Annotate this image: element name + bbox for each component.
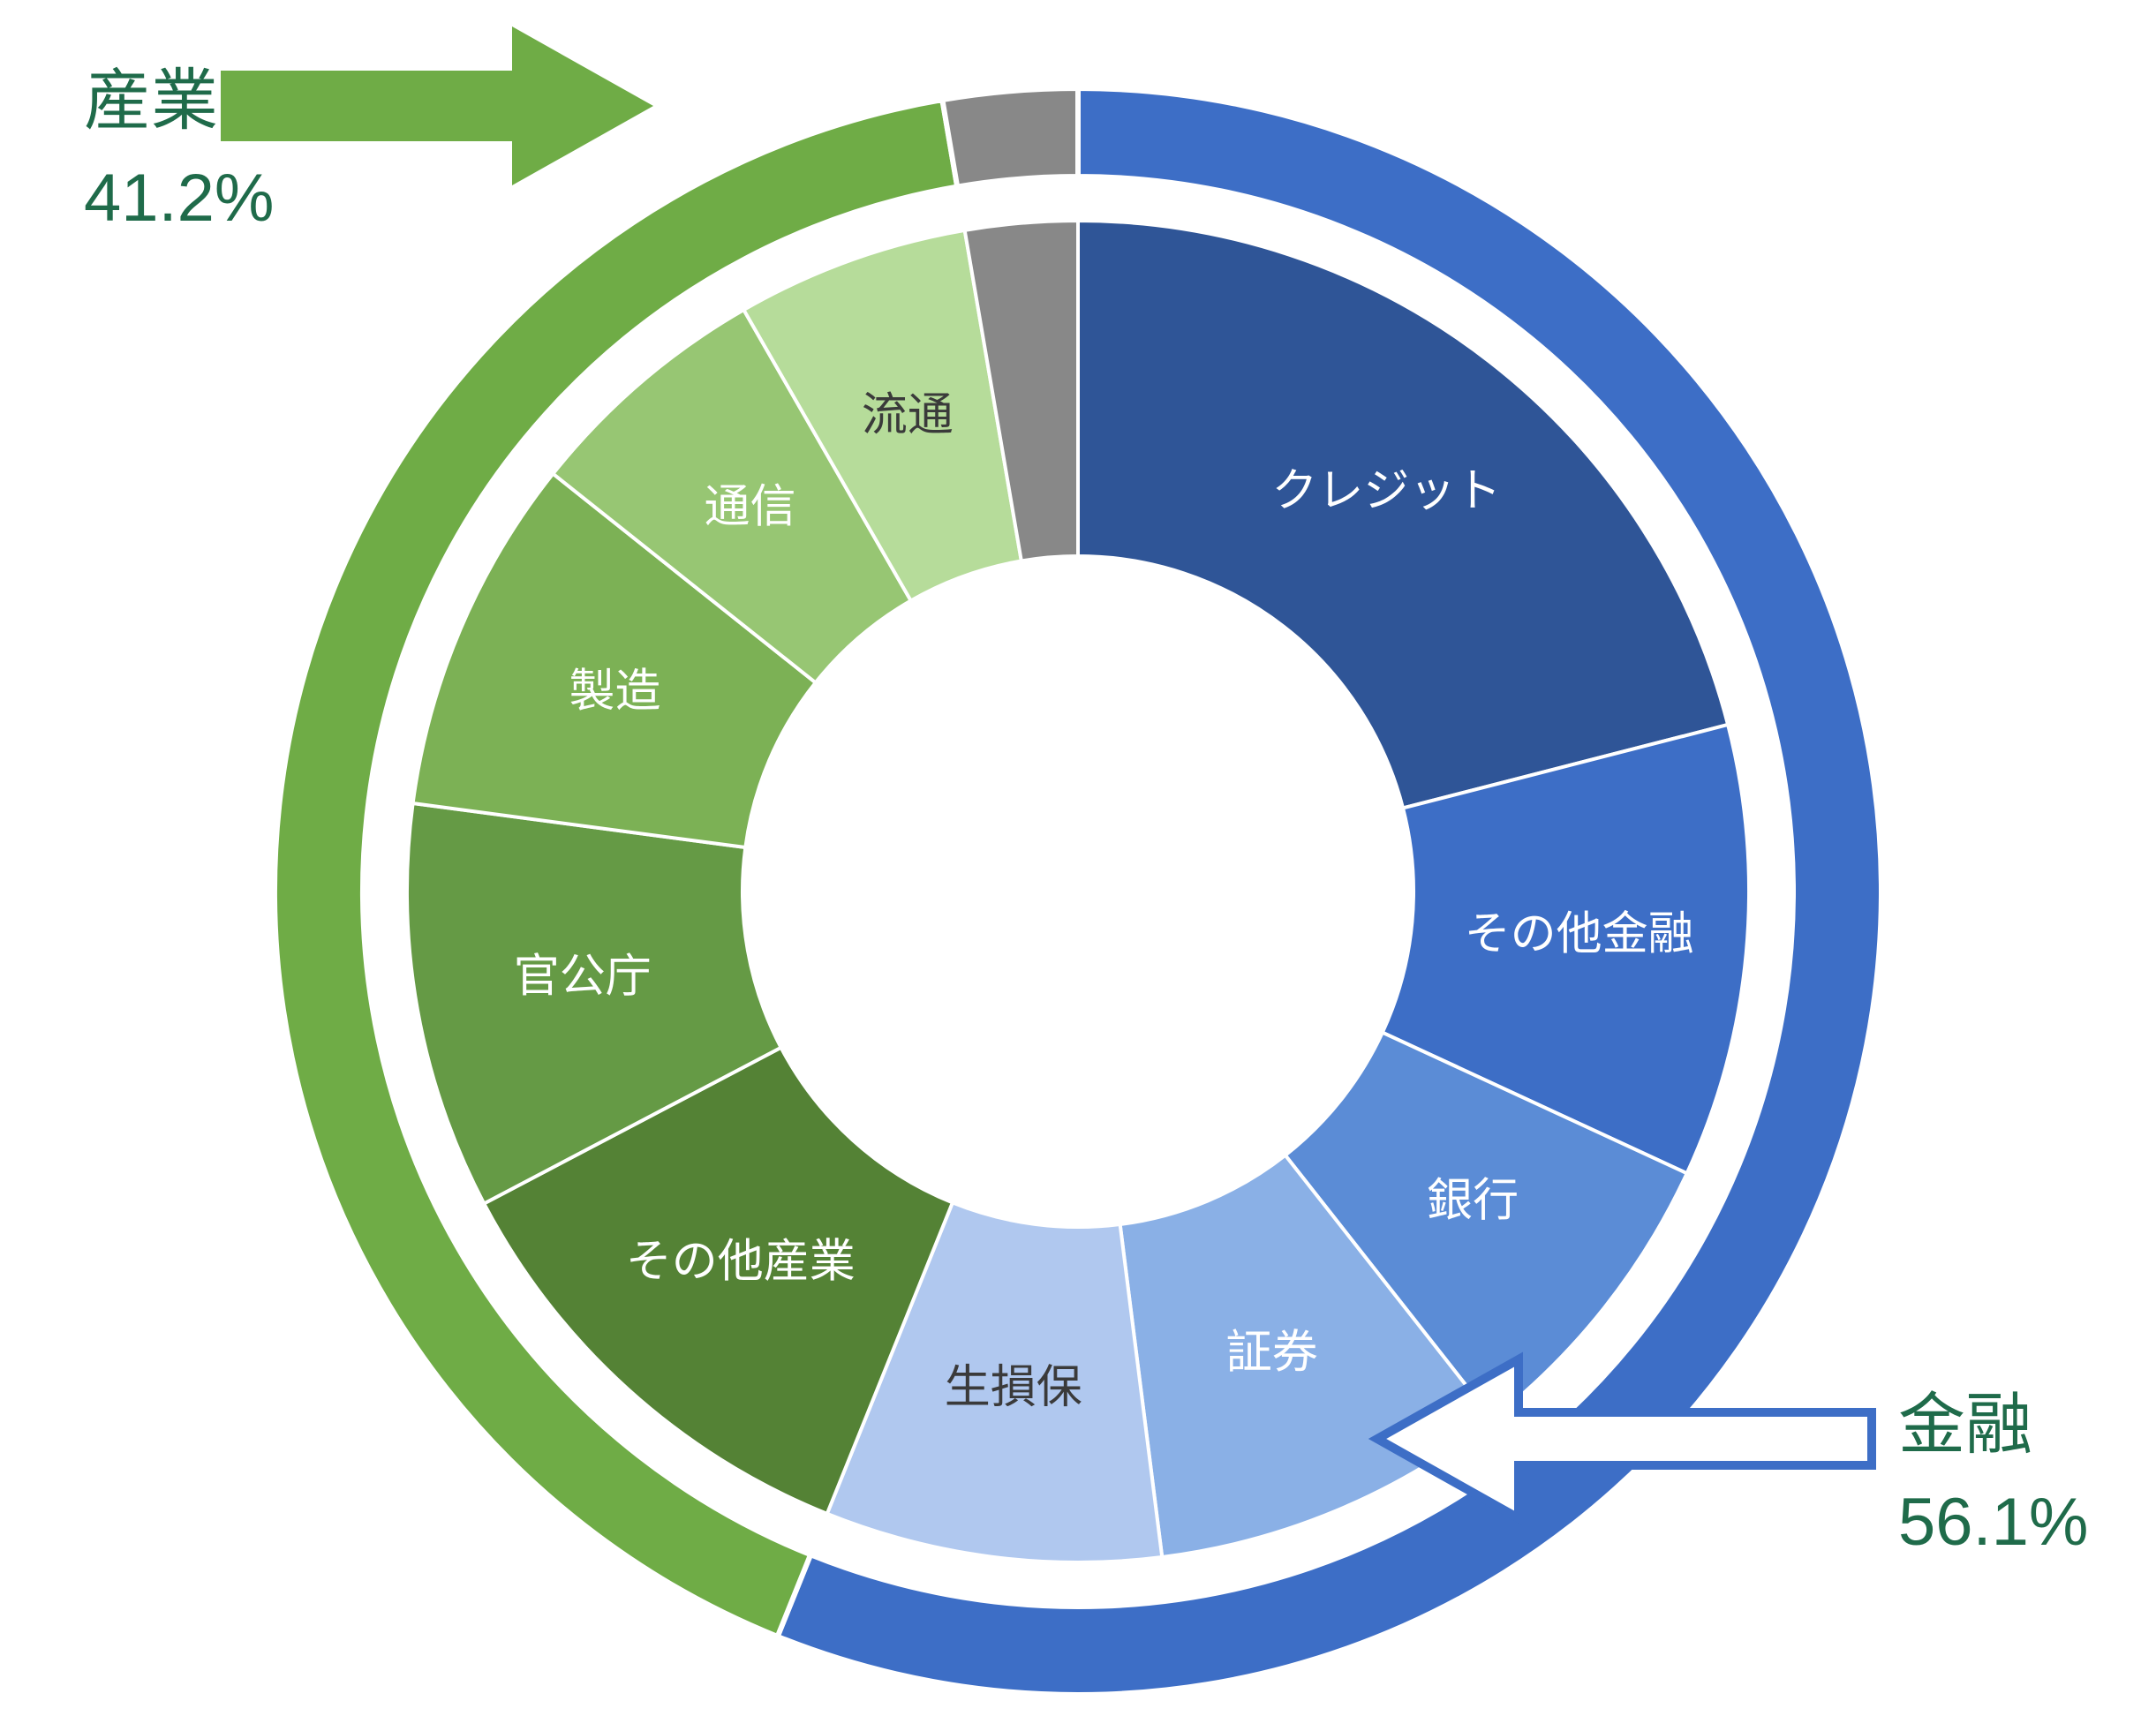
- callout-percent: 41.2%: [84, 161, 275, 236]
- outer-ring-segment: [942, 88, 1078, 187]
- inner-slice-label: 官公庁: [514, 951, 652, 1002]
- inner-slice-label: 流通: [862, 389, 954, 440]
- callout-title: 産業: [84, 64, 218, 139]
- inner-slice-label: 証券: [1226, 1328, 1318, 1379]
- inner-slice-label: 生損保: [945, 1362, 1082, 1413]
- donut-chart-svg: クレジットその他金融銀行証券生損保その他産業官公庁製造通信流通機器販売産業41.…: [0, 0, 2156, 1731]
- inner-slice-label: その他産業: [626, 1237, 856, 1288]
- callout-percent: 56.1%: [1898, 1485, 2089, 1560]
- inner-slice-label: 製造: [569, 666, 660, 718]
- inner-slice-label: 銀行: [1427, 1175, 1519, 1226]
- callout-title: 金融: [1898, 1388, 2032, 1463]
- chart-container: クレジットその他金融銀行証券生損保その他産業官公庁製造通信流通機器販売産業41.…: [0, 0, 2156, 1731]
- inner-slice-label: 通信: [704, 481, 795, 532]
- inner-slice-label: その他金融: [1465, 909, 1694, 960]
- inner-slice-label: クレジット: [1271, 465, 1501, 516]
